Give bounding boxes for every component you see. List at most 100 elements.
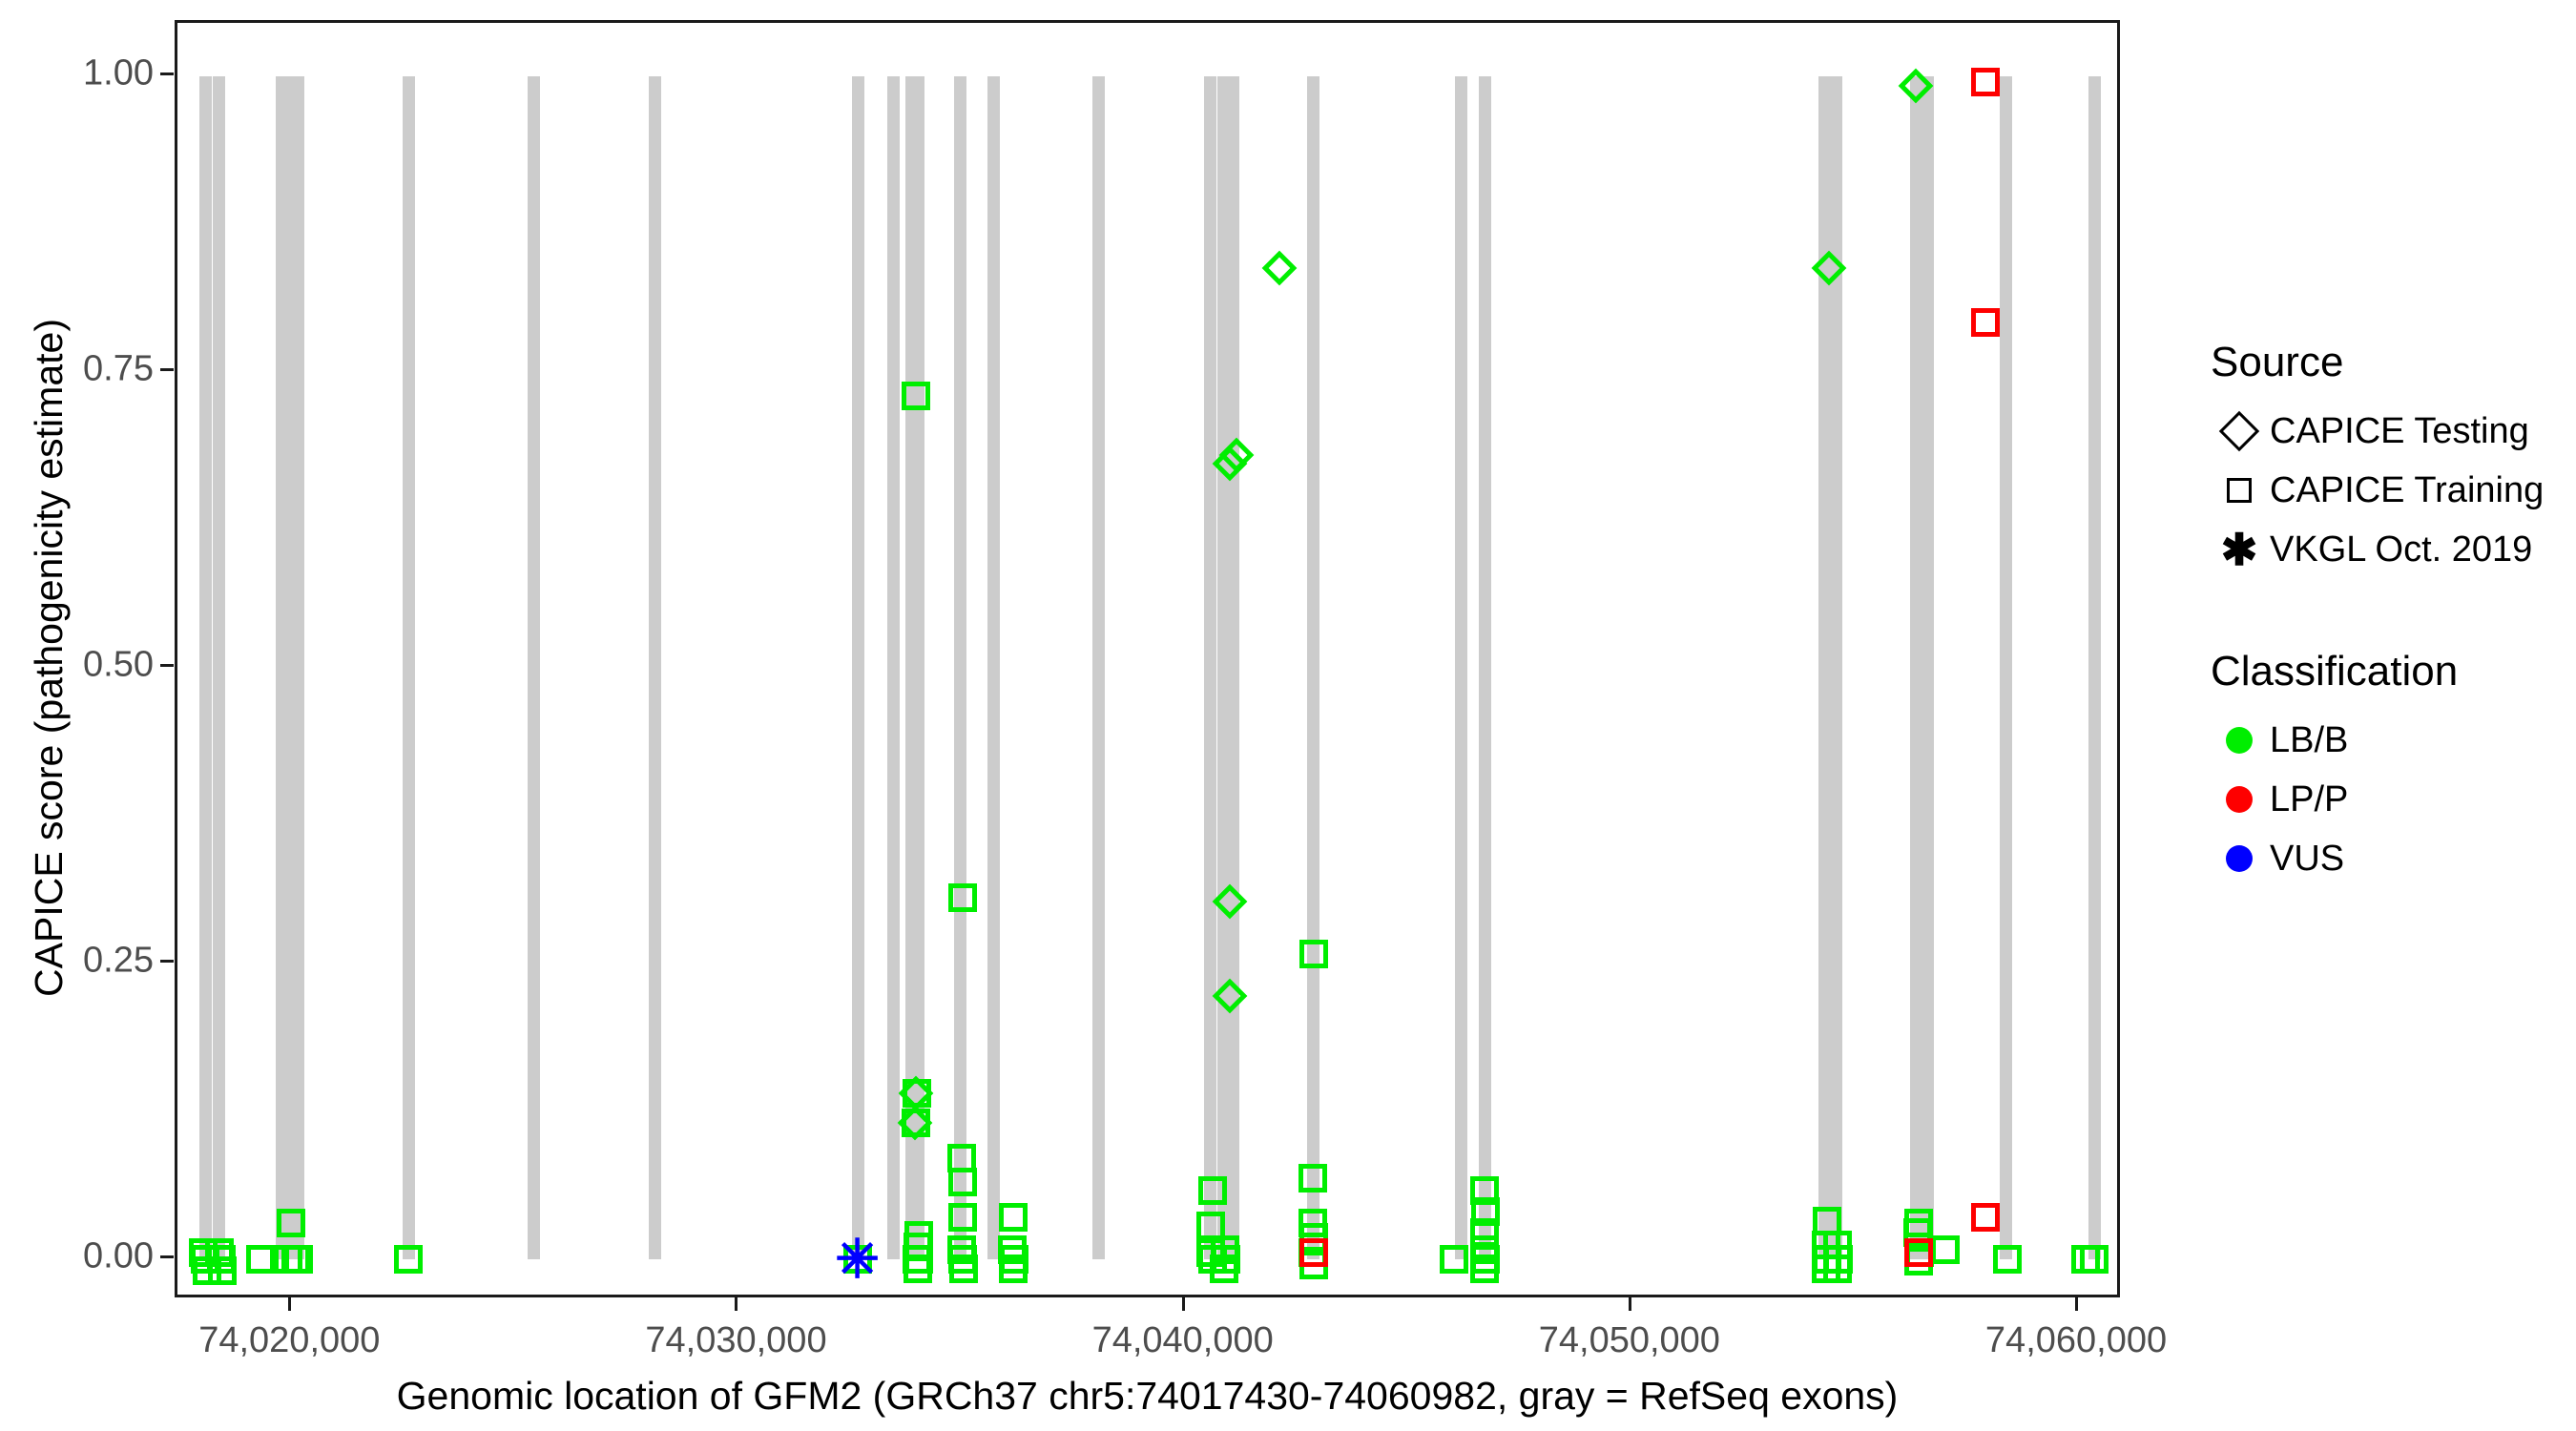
legend-item-label: LB/B: [2270, 719, 2349, 760]
legend-item-capice-testing[interactable]: CAPICE Testing: [2209, 402, 2571, 461]
exon-bar: [1307, 75, 1320, 1259]
data-point-square: [901, 1109, 930, 1138]
exon-bar: [199, 75, 213, 1259]
legend-item-vus[interactable]: VUS: [2209, 829, 2571, 888]
exon-bar: [1204, 75, 1217, 1259]
data-point-square: [1822, 1254, 1852, 1283]
exon-bar: [275, 75, 288, 1259]
y-tick-mark: [160, 72, 174, 75]
data-point-square: [998, 1254, 1028, 1283]
data-point-square: [2080, 1244, 2109, 1274]
exon-bar: [1226, 75, 1239, 1259]
y-tick-label: 1.00: [83, 52, 154, 93]
exon-bar: [1910, 75, 1923, 1259]
x-tick-label: 74,040,000: [1091, 1320, 1274, 1360]
circle-icon: [2209, 829, 2270, 888]
legend-title-source: Source: [2211, 339, 2344, 385]
exon-bar: [528, 75, 541, 1259]
data-point-square: [245, 1244, 275, 1274]
legend-item-label: VUS: [2270, 838, 2345, 879]
y-tick-label: 0.25: [83, 940, 154, 981]
data-point-square: [948, 1254, 978, 1283]
y-tick-mark: [160, 1255, 174, 1258]
data-point-square: [1903, 1218, 1933, 1248]
exon-bar: [1818, 75, 1832, 1259]
exon-bar: [1092, 75, 1106, 1259]
data-point-square: [904, 1254, 933, 1283]
data-point-square: [1197, 1175, 1227, 1205]
data-point-square: [902, 1079, 931, 1109]
circle-icon: [2209, 770, 2270, 829]
x-tick-mark: [1628, 1297, 1631, 1311]
exon-bar: [1829, 75, 1842, 1259]
legend-item-vkgl[interactable]: ✱ VKGL Oct. 2019: [2209, 520, 2571, 579]
data-point-square: [947, 883, 977, 913]
data-point-square: [1470, 1254, 1500, 1283]
exon-bar: [403, 75, 416, 1259]
data-point-square: [901, 381, 930, 410]
data-point-square: [277, 1209, 306, 1238]
data-point-square: [1210, 1254, 1239, 1283]
data-point-square: [1298, 939, 1328, 968]
exon-bar: [213, 75, 226, 1259]
data-point-square: [1298, 1238, 1328, 1268]
x-tick-mark: [735, 1297, 738, 1311]
y-tick-label: 0.75: [83, 348, 154, 389]
x-tick-mark: [288, 1297, 292, 1311]
data-point-square: [1904, 1238, 1934, 1268]
exon-bar: [1479, 75, 1492, 1259]
exon-bar: [1454, 75, 1467, 1259]
plot-area: ✳: [177, 23, 2117, 1295]
data-point-square: [1470, 1197, 1500, 1226]
data-point-square: [394, 1244, 424, 1274]
plot-panel: ✳: [175, 20, 2120, 1297]
y-tick-mark: [160, 663, 174, 667]
data-point-square: [1298, 1164, 1328, 1193]
data-point-square: [284, 1244, 314, 1274]
x-axis-title: Genomic location of GFM2 (GRCh37 chr5:74…: [396, 1374, 1899, 1418]
legend-item-label: CAPICE Training: [2270, 469, 2545, 510]
data-point-square: [1930, 1234, 1960, 1264]
data-point-square: [948, 1203, 978, 1233]
x-tick-label: 74,030,000: [645, 1320, 827, 1360]
legend-group-source: Source CAPICE Testing CAPICE Training ✱ …: [2209, 339, 2571, 579]
exon-bar: [2088, 75, 2102, 1259]
exon-bar: [911, 75, 924, 1259]
legend-group-classification: Classification LB/B LP/P VUS: [2209, 648, 2571, 888]
x-tick-mark: [2075, 1297, 2079, 1311]
legend-item-label: VKGL Oct. 2019: [2270, 529, 2533, 570]
data-point-square: [207, 1256, 237, 1285]
data-point-square: [1970, 307, 2000, 337]
x-tick-label: 74,060,000: [1984, 1320, 2168, 1360]
legend: Source CAPICE Testing CAPICE Training ✱ …: [2209, 339, 2571, 957]
exon-bar: [292, 75, 305, 1259]
y-axis-title: CAPICE score (pathogenicity estimate): [27, 318, 71, 997]
data-point-square: [1970, 67, 2000, 96]
data-point-asterisk: ✳: [835, 1228, 881, 1289]
legend-item-capice-training[interactable]: CAPICE Training: [2209, 461, 2571, 520]
circle-icon: [2209, 711, 2270, 770]
asterisk-icon: ✱: [2220, 525, 2258, 574]
exon-bar: [1921, 75, 1934, 1259]
legend-title-classification: Classification: [2211, 648, 2459, 695]
exon-bar: [887, 75, 901, 1259]
legend-item-label: LP/P: [2270, 778, 2349, 819]
exon-bar: [648, 75, 661, 1259]
data-point-square: [1298, 1223, 1328, 1253]
data-point-diamond: [1261, 250, 1298, 286]
y-tick-mark: [160, 959, 174, 963]
diamond-icon: [2209, 402, 2270, 461]
legend-item-label: CAPICE Testing: [2270, 410, 2529, 451]
y-tick-label: 0.00: [83, 1235, 154, 1276]
legend-item-lbb[interactable]: LB/B: [2209, 711, 2571, 770]
x-tick-label: 74,050,000: [1538, 1320, 1720, 1360]
data-point-square: [1439, 1244, 1468, 1274]
data-point-square: [1970, 1203, 2000, 1233]
x-tick-label: 74,020,000: [198, 1320, 381, 1360]
data-point-square: [947, 1168, 977, 1197]
exon-bar: [1999, 75, 2012, 1259]
exon-bar: [851, 75, 864, 1259]
legend-item-lpp[interactable]: LP/P: [2209, 770, 2571, 829]
y-tick-label: 0.50: [83, 644, 154, 685]
